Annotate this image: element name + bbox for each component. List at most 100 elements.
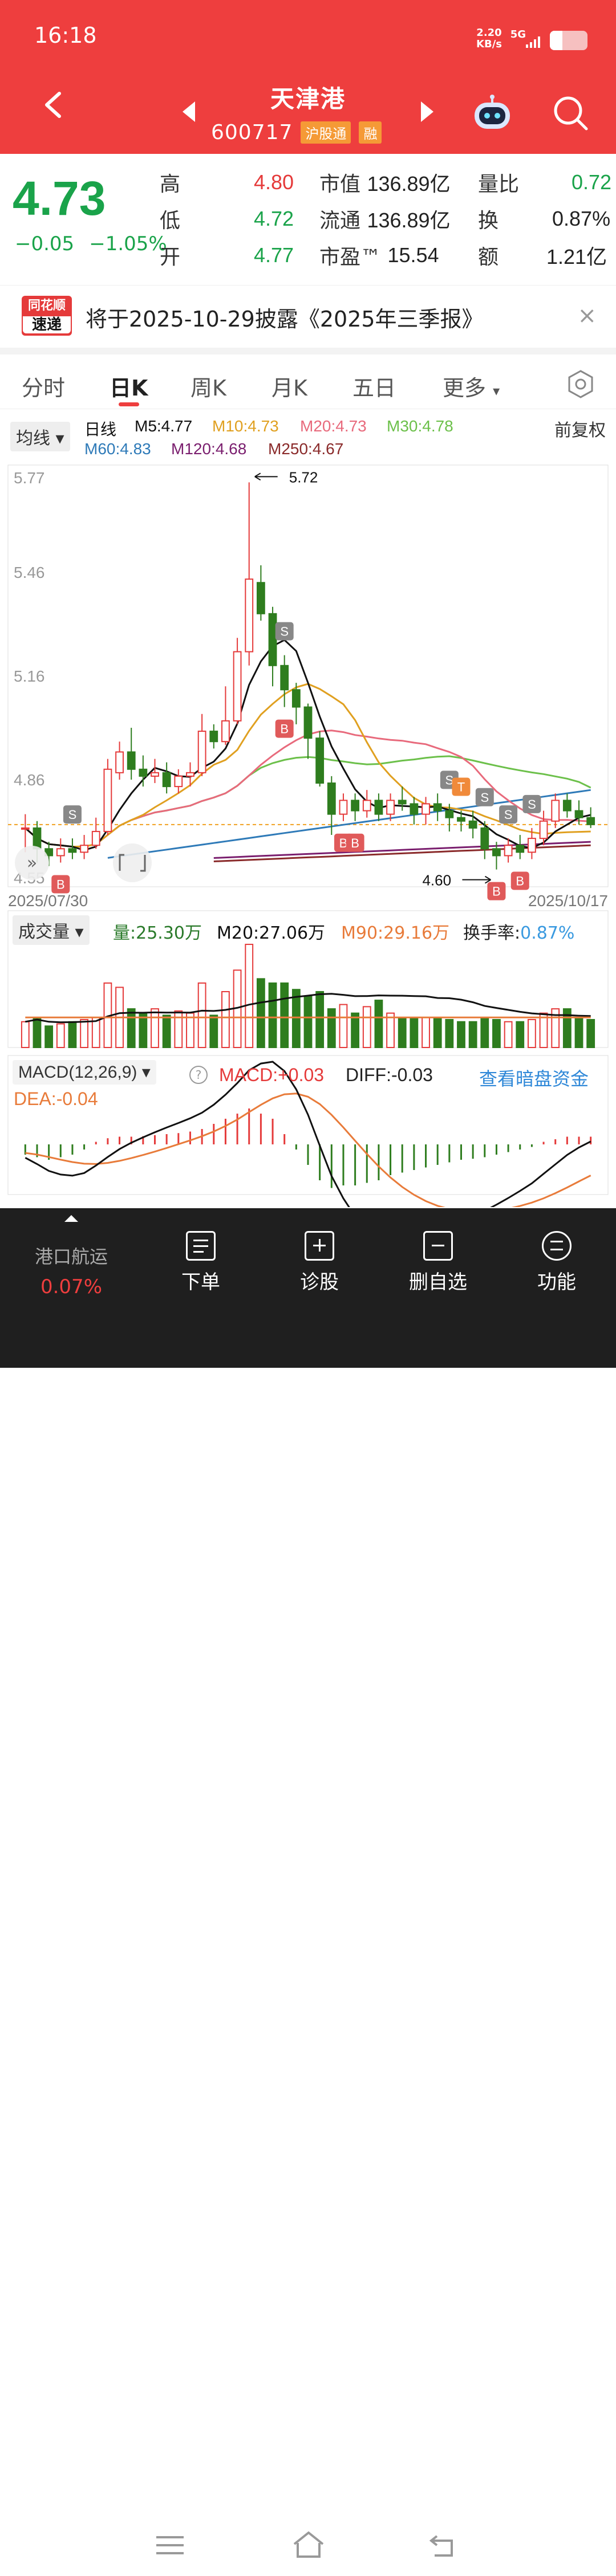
candle-body — [528, 838, 536, 853]
order-icon — [186, 1231, 216, 1261]
candle-body — [256, 582, 265, 614]
remove-watchlist-button[interactable]: 删自选 — [392, 1220, 484, 1294]
signal-badge — [475, 788, 494, 806]
back-icon[interactable] — [40, 91, 67, 119]
price-change: −0.05 −1.05% — [15, 233, 167, 255]
recents-icon[interactable] — [155, 2534, 186, 2557]
tab-more[interactable]: 更多 ▾ — [443, 376, 500, 401]
candle-body — [480, 827, 489, 850]
y-tick-label: 5.46 — [14, 564, 45, 581]
close-icon[interactable]: × — [577, 303, 597, 329]
signal-letter: B — [516, 874, 524, 888]
signal-letter: B — [280, 722, 289, 736]
tab-weekly-k[interactable]: 周K — [191, 376, 226, 401]
candle-body — [280, 665, 289, 691]
battery-icon — [550, 31, 587, 50]
signal-badge — [510, 871, 529, 890]
candle-body — [551, 800, 560, 822]
function-label: 功能 — [537, 1271, 576, 1294]
mcap: 市值 136.89亿 — [319, 172, 451, 196]
trade-signal-marker: B — [51, 875, 70, 894]
expand-icon — [64, 1215, 78, 1222]
dark-pool-link[interactable]: 查看暗盘资金 — [479, 1068, 589, 1090]
tab-monthly-k[interactable]: 月K — [271, 376, 307, 401]
macd-dropdown[interactable]: MACD(12,26,9) ▾ — [13, 1060, 156, 1085]
prev-stock-icon[interactable] — [183, 101, 195, 122]
system-nav-bar — [0, 2513, 616, 2576]
candle-body — [315, 737, 325, 784]
tab-daily-k[interactable]: 日K — [110, 376, 148, 401]
trade-signal-marker: S — [63, 805, 82, 824]
diagnose-label: 诊股 — [300, 1271, 339, 1294]
tab-intraday[interactable]: 分时 — [22, 376, 66, 401]
function-button[interactable]: 功能 — [511, 1220, 602, 1294]
minus-box-icon — [423, 1231, 453, 1261]
next-stock-icon[interactable] — [421, 101, 433, 122]
notice-bar[interactable]: 同花顺 速递 将于2025-10-29披露《2025年三季报》 × — [0, 285, 616, 342]
ma5-line — [25, 639, 591, 851]
volume-bar — [186, 1012, 194, 1048]
notice-text[interactable]: 将于2025-10-29披露《2025年三季报》 — [86, 307, 484, 332]
macd-panel-frame — [7, 1055, 609, 1195]
stock-code-row: 600717 沪股通 融 — [211, 120, 382, 145]
candle-body — [245, 578, 254, 653]
ma-dropdown[interactable]: 均线 ▾ — [10, 422, 70, 451]
max-price-label: 5.72 — [289, 468, 318, 486]
signal-letter: B — [56, 878, 65, 892]
help-icon[interactable]: ? — [188, 1065, 209, 1085]
status-bar: 16:18 2.20 KB/s 5G — [34, 23, 587, 57]
volume-bar — [539, 1012, 548, 1048]
search-icon[interactable] — [552, 95, 589, 131]
volume-m20-line — [25, 993, 591, 1024]
volume-bar — [21, 1021, 30, 1049]
kline-chart[interactable]: 5.775.465.164.864.555.724.60BSBSBBSTSBSB… — [0, 409, 616, 1207]
volume-bar — [80, 1018, 88, 1049]
volume-bar — [422, 1017, 430, 1048]
turnover-value: 0.87% — [552, 207, 611, 230]
candle-body — [21, 827, 30, 830]
volume-dropdown[interactable]: 成交量 ▾ — [13, 915, 90, 945]
home-icon[interactable] — [292, 2530, 325, 2559]
volume-bar — [197, 982, 206, 1049]
ma5-value: M5:4.77 — [135, 417, 193, 435]
candle-body — [362, 800, 371, 812]
volume-bar — [468, 1021, 477, 1049]
order-button[interactable]: 下单 — [155, 1220, 246, 1294]
volume-bar — [68, 1021, 77, 1049]
candle-body — [410, 803, 419, 815]
collapse-button — [15, 846, 49, 880]
adjust-mode[interactable]: 前复权 — [554, 421, 606, 441]
kline-chart-area: 均线 ▾ 日线 M5:4.77 M10:4.73 M20:4.73 M30:4.… — [0, 409, 616, 1207]
ma30-value: M30:4.78 — [387, 417, 453, 435]
trade-signal-marker: T — [452, 777, 471, 796]
tab-five-day[interactable]: 五日 — [352, 376, 396, 401]
remove-watchlist-label: 删自选 — [409, 1271, 467, 1294]
stock-name: 天津港 — [270, 85, 346, 113]
settings-icon[interactable] — [566, 369, 595, 399]
robot-assistant-icon[interactable] — [471, 95, 513, 132]
volume-m90: M90:29.16万 — [341, 923, 450, 943]
candle-body — [115, 751, 124, 773]
candle-body — [186, 772, 194, 777]
signal-badge — [51, 875, 70, 894]
signal-letter: B — [351, 836, 359, 850]
volume-bar — [245, 944, 254, 1048]
candle-body — [351, 800, 360, 812]
fullscreen-button — [113, 843, 152, 882]
open-row: 开 — [160, 246, 181, 269]
sector-button[interactable]: 港口航运 0.07% — [17, 1215, 125, 1298]
order-label: 下单 — [181, 1271, 220, 1294]
diagnose-button[interactable]: 诊股 — [274, 1220, 365, 1294]
volume-bar — [162, 1014, 171, 1049]
back-nav-icon[interactable] — [429, 2530, 459, 2559]
diff-value: DIFF:-0.03 — [346, 1065, 433, 1085]
y-tick-label: 5.16 — [14, 667, 45, 685]
signal-badge — [522, 794, 541, 813]
volume-bar — [44, 1025, 54, 1049]
candle-body — [174, 775, 183, 788]
macd-value: MACD:+0.03 — [219, 1065, 325, 1085]
signal-letter: S — [280, 625, 289, 639]
signal-letter: S — [445, 773, 453, 787]
candle-body — [56, 848, 65, 857]
volume-bar — [56, 1023, 65, 1048]
